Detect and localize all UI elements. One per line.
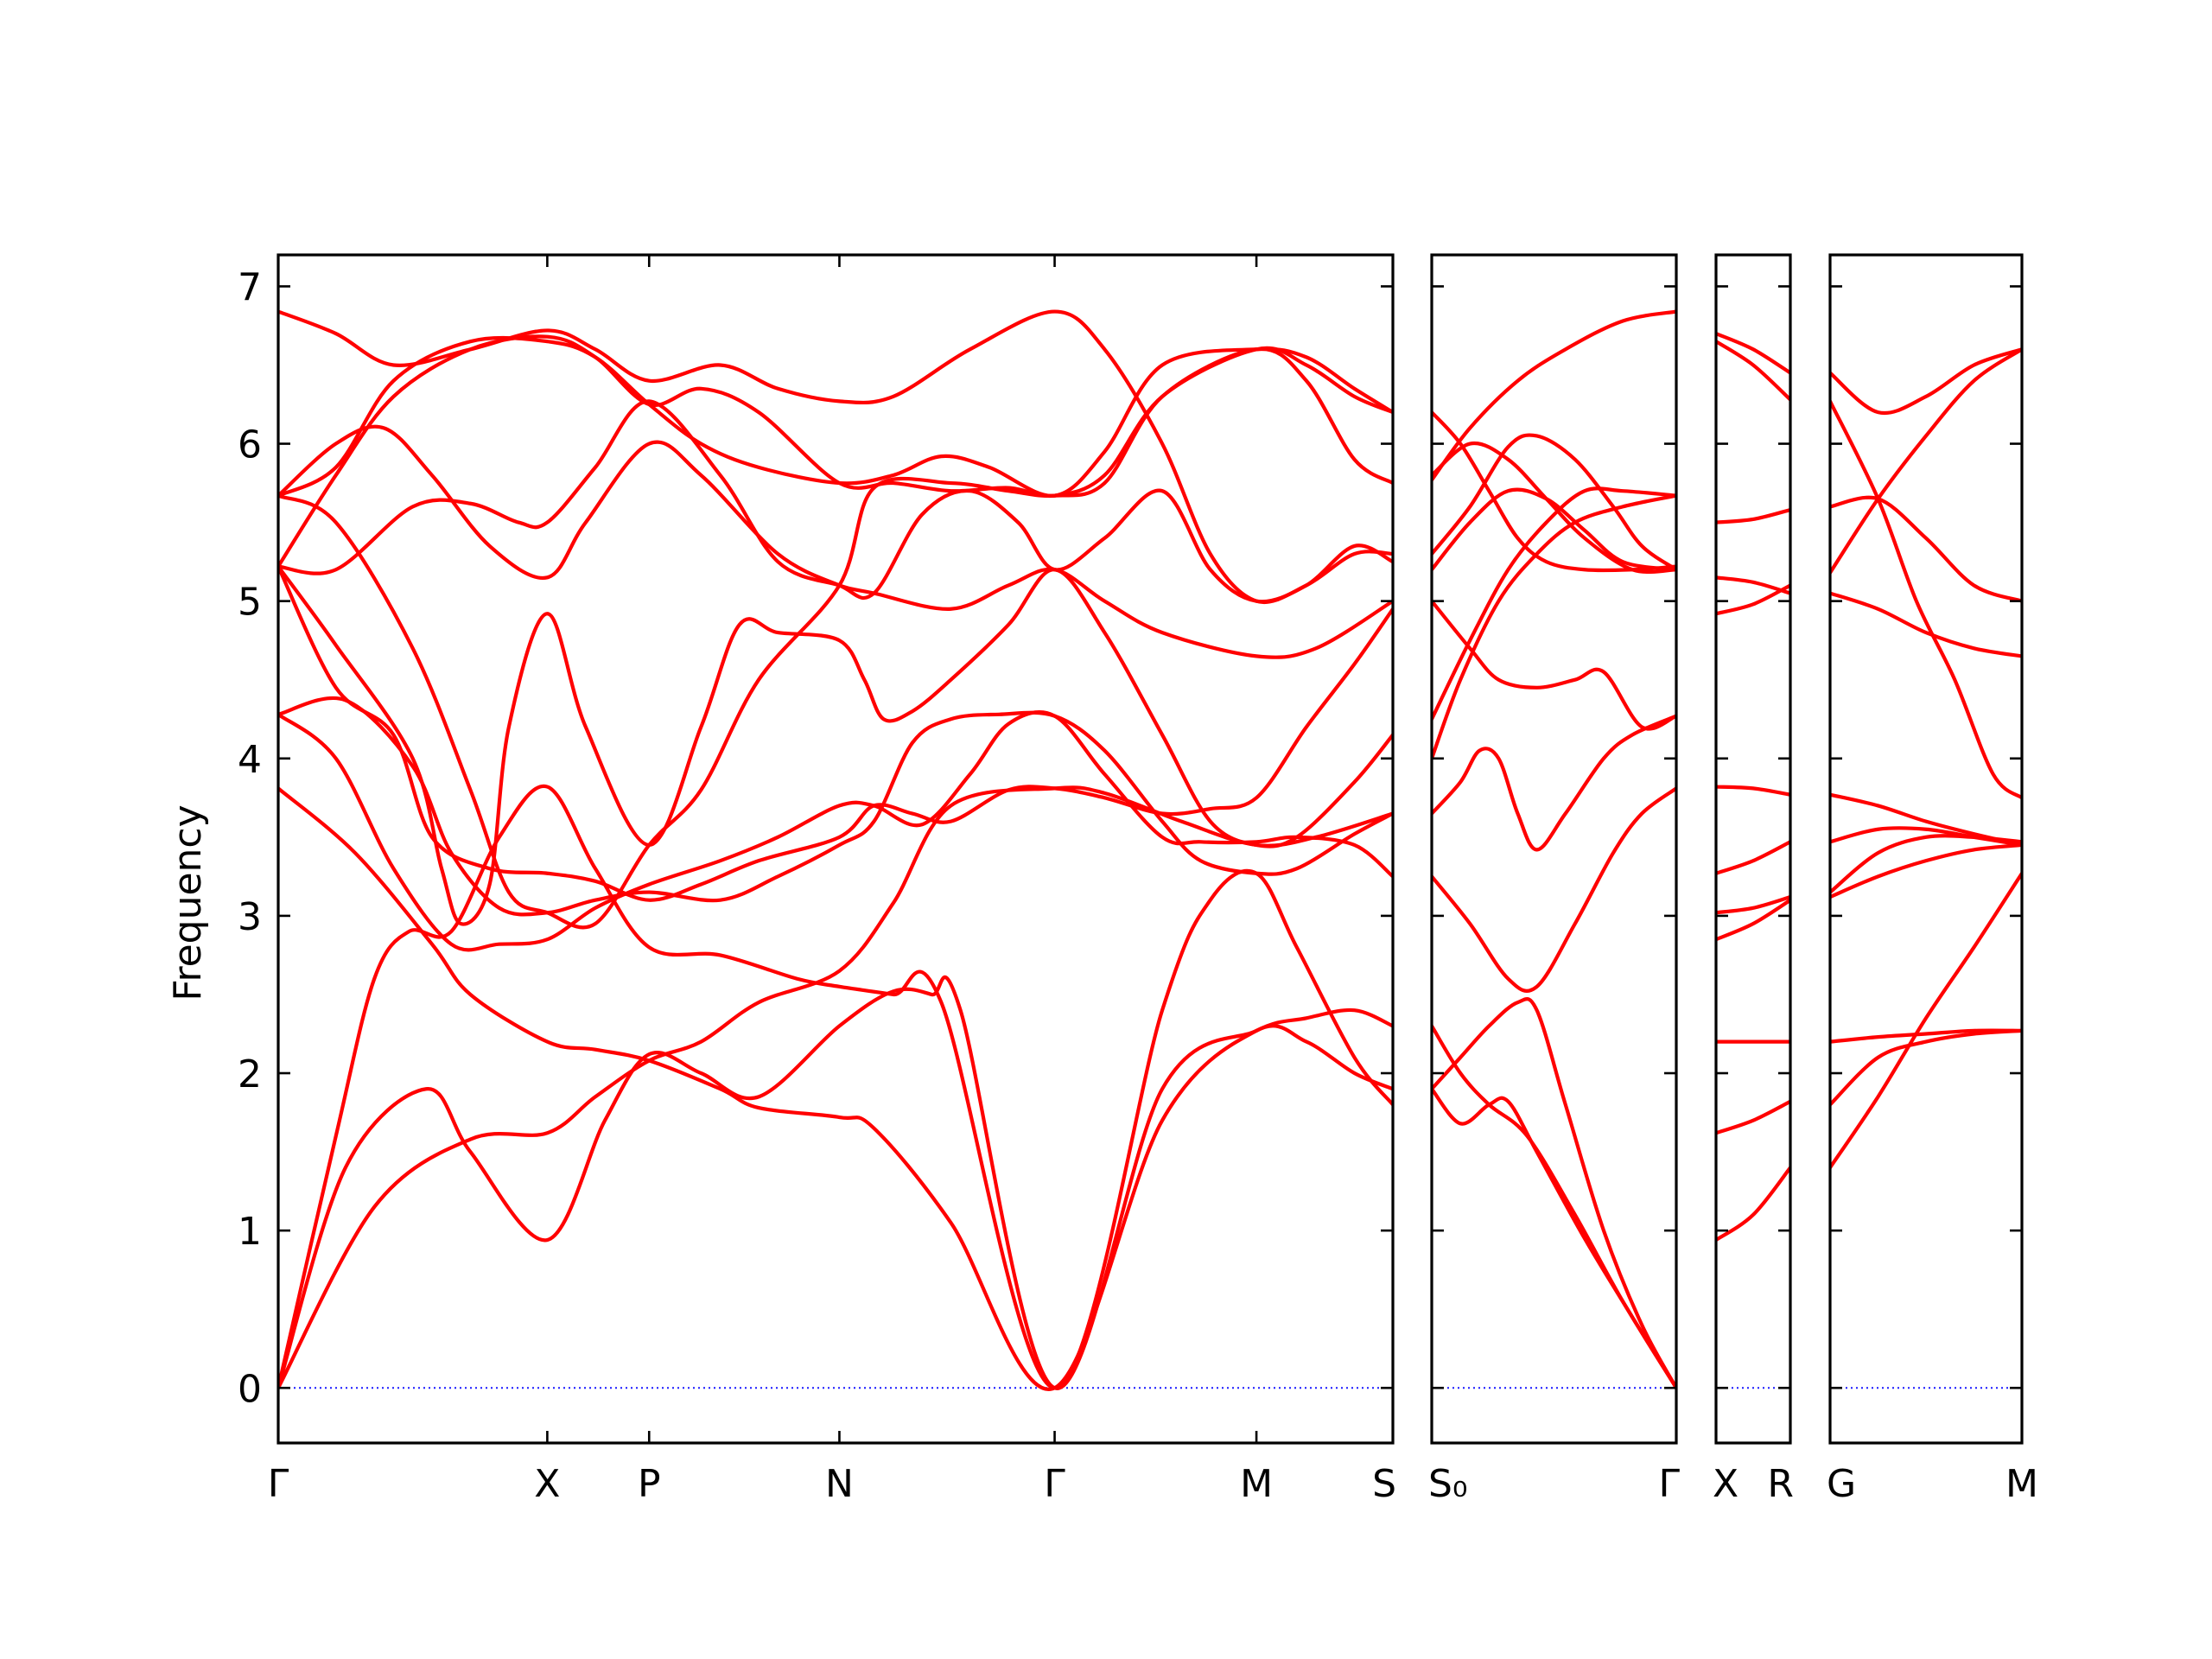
band-10	[1432, 433, 1676, 572]
band-5	[278, 710, 1393, 952]
band-3	[1830, 1028, 2022, 1044]
band-12	[1716, 331, 1790, 375]
x-tick-label: P	[638, 1462, 661, 1506]
y-axis-title: Frequency	[166, 804, 210, 1001]
band-4	[1830, 842, 2022, 899]
band-12	[1432, 410, 1676, 573]
band-2	[1830, 1028, 2022, 1107]
x-tick-label: Γ	[1658, 1462, 1680, 1506]
band-9	[278, 399, 1393, 659]
x-tick-label: M	[2005, 1462, 2038, 1506]
band-8	[1830, 591, 2022, 658]
x-tick-label: Γ	[268, 1462, 289, 1506]
panel-frame	[276, 253, 1395, 1445]
band-9	[1716, 575, 1790, 595]
band-1	[1716, 1166, 1790, 1243]
x-tick-label: R	[1767, 1462, 1794, 1506]
x-tick-label: N	[825, 1462, 854, 1506]
panel-frame	[1714, 253, 1792, 1445]
x-tick-label: S₀	[1428, 1462, 1468, 1506]
band-13	[1432, 309, 1676, 482]
band-10	[1830, 399, 2022, 800]
band-8	[1432, 599, 1676, 731]
band-6	[1830, 826, 2022, 848]
y-tick-label: 0	[238, 1367, 262, 1411]
y-tick-labels: 0 1 2 3 4 5 6 7	[238, 265, 262, 1411]
y-tick-label: 1	[238, 1210, 262, 1254]
band-5	[1716, 894, 1790, 915]
x-tick-label: Γ	[1044, 1462, 1065, 1506]
band-7	[1830, 792, 2022, 848]
band-13	[278, 334, 1393, 569]
y-tick-label: 5	[238, 581, 262, 625]
band-11	[1830, 347, 2022, 575]
band-10	[278, 424, 1393, 604]
band-10	[1716, 507, 1790, 524]
x-tick-label: G	[1827, 1462, 1856, 1506]
panel-2: S₀ Γ	[1428, 253, 1680, 1506]
band-4	[278, 786, 1393, 1391]
x-tick-label: S	[1372, 1462, 1396, 1506]
band-6	[1716, 840, 1790, 875]
band-group	[1716, 331, 1790, 1243]
x-tick-label: X	[1713, 1462, 1738, 1506]
band-group	[1830, 347, 2022, 1170]
band-7	[1432, 486, 1676, 721]
y-tick-label: 4	[238, 738, 262, 782]
band-group	[1432, 309, 1676, 1390]
band-3	[278, 784, 1393, 1390]
band-7	[278, 564, 1393, 902]
band-1	[278, 785, 1393, 1390]
y-tick-label: 2	[238, 1052, 262, 1096]
band-5	[1432, 714, 1676, 852]
band-12	[1830, 347, 2022, 416]
band-6	[278, 696, 1393, 917]
band-9	[1830, 495, 2022, 603]
plot-panels: Γ X P N Γ M S S₀ Γ X R G M	[268, 253, 2038, 1506]
band-6	[1432, 493, 1676, 760]
band-1	[1432, 1087, 1676, 1390]
band-1	[1830, 871, 2022, 1170]
y-tick-label: 7	[238, 265, 262, 309]
band-8	[278, 564, 1393, 926]
band-4	[1432, 786, 1676, 993]
x-tick-label: X	[534, 1462, 560, 1506]
y-tick-label: 3	[238, 895, 262, 939]
band-group	[278, 309, 1393, 1391]
y-tick-label: 6	[238, 423, 262, 467]
panel-frame	[1828, 253, 2024, 1445]
band-14	[278, 309, 1393, 605]
x-tick-label: M	[1240, 1462, 1273, 1506]
band-2	[1716, 1099, 1790, 1135]
band-2	[278, 975, 1393, 1390]
panel-frame	[1430, 253, 1678, 1445]
band-3	[1432, 997, 1676, 1390]
band-7	[1716, 785, 1790, 797]
band-2	[1432, 1024, 1676, 1390]
band-4	[1716, 898, 1790, 942]
band-12	[278, 335, 1393, 498]
band-11	[1716, 340, 1790, 402]
